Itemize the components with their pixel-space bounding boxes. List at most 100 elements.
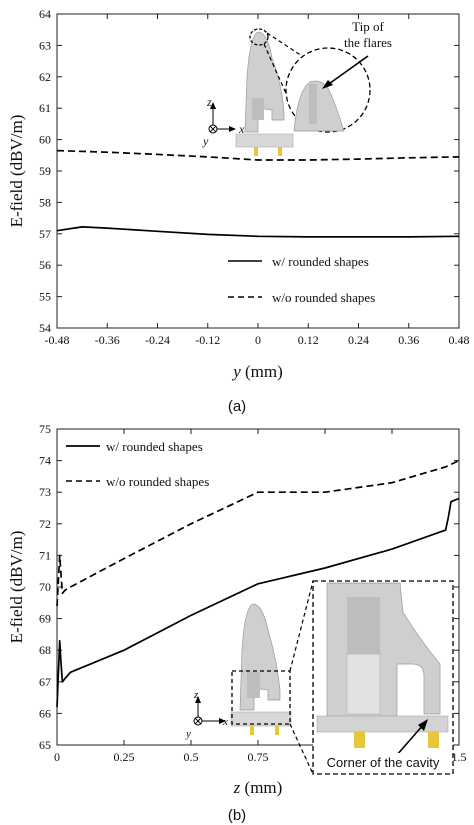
y-tick-label-a: 59 [39,164,51,178]
x-tick-label-a: 0.48 [449,333,470,347]
x-tick-label-b: 0.25 [114,750,135,764]
y-tick-label-a: 62 [39,70,51,84]
y-tick-label-b: 73 [39,485,51,499]
legend-label-dashed-b: w/o rounded shapes [106,474,209,489]
annotation-arrowhead-b [418,719,428,731]
y-tick-label-b: 70 [39,580,51,594]
zoom-line-1-a [266,32,306,59]
zoomed-tip-core [309,84,317,124]
y-tick-label-a: 60 [39,133,51,147]
legend-b: w/ rounded shapes w/o rounded shapes [66,439,209,489]
legend-label-solid-b: w/ rounded shapes [106,439,203,454]
triad-x-arrow-b [219,718,226,724]
x-axis-label-a: y (mm) [231,362,283,381]
series-line-without-rounded-a [56,149,460,161]
x-tick-label-b: 0 [54,750,60,764]
triad-x-label-a: x [238,122,245,136]
y-ticks-a: 54 55 56 57 58 59 60 61 62 63 64 [39,7,459,335]
y-tick-label-a: 55 [39,290,51,304]
x-tick-label-a: -0.24 [145,333,170,347]
y-tick-label-a: 64 [39,7,51,21]
x-axis-label-b: z (mm) [233,778,283,797]
zoom-line-1-b [289,580,314,672]
zoomed-pin-right [428,732,439,748]
y-ticks-b: 65 66 67 68 69 70 71 72 73 74 75 [39,422,459,752]
zoomed-base [316,715,449,733]
y-tick-label-b: 66 [39,706,51,720]
zoom-line-2-a [263,43,289,99]
annotation-arrow-a [325,55,369,87]
panel-label-a: (a) [228,398,246,415]
legend-label-solid-a: w/ rounded shapes [272,254,369,269]
y-tick-label-b: 65 [39,738,51,752]
zoomed-cavity-core [347,597,380,654]
triad-z-label-b: z [193,689,199,701]
annotation-cavity-label: Corner of the cavity [327,755,440,770]
inset-antenna-a: Tip of the flares z x y [202,19,392,156]
triad-origin-x2-a [209,125,217,133]
x-tick-label-b: 1.5 [452,750,467,764]
triad-origin-x2-b [194,717,202,725]
pin-right-a [278,147,282,156]
y-tick-label-a: 63 [39,38,51,52]
y-tick-label-a: 58 [39,195,51,209]
triad-z-label-a: z [206,95,212,109]
triad-y-label-a: y [202,134,209,148]
series-group-a [56,149,460,238]
antenna-core-a [252,98,264,120]
series-line-with-rounded-a [56,226,460,238]
annotation-arrowhead-a [322,80,333,89]
triad-x-label-b: x [222,716,228,728]
zoomed-pin-left [354,732,365,748]
y-tick-label-b: 71 [39,548,51,562]
y-tick-label-b: 72 [39,517,51,531]
annotation-tip-line1: Tip of [352,19,384,34]
cavity-highlight-box [231,670,291,725]
annotation-bg-b [318,753,448,771]
series-line-without-rounded-b [56,459,460,607]
zoomed-cavity-slot [346,653,381,715]
annotation-arrow-b [395,723,425,757]
annotation-tip-line2: the flares [344,35,392,50]
triad-x-arrow-a [229,126,236,132]
y-tick-label-a: 57 [39,227,51,241]
x-tick-label-a: 0.12 [298,333,319,347]
inset-antenna-b: Corner of the cavity z x y [185,580,454,775]
y-tick-label-b: 75 [39,422,51,436]
antenna-base-a [235,133,294,148]
y-tick-label-b: 74 [39,454,51,468]
panel-label-b: (b) [228,807,246,824]
x-tick-label-a: 0.36 [398,333,419,347]
antenna-core-b [247,672,260,698]
legend-label-dashed-a: w/o rounded shapes [272,290,375,305]
triad-z-arrow-b [195,696,201,703]
y-axis-label-a: E-field (dBV/m) [7,115,26,228]
triad-y-label-b: y [185,728,191,740]
y-tick-label-a: 54 [39,321,51,335]
pin-left-b [250,726,254,735]
pin-right-b [275,726,279,735]
zoom-line-2-b [289,723,314,775]
series-line-with-rounded-b [56,497,460,708]
x-tick-label-a: -0.48 [45,333,70,347]
x-tick-label-a: 0.24 [348,333,369,347]
antenna-base-b [230,711,292,727]
triad-z-arrow-a [210,102,216,109]
y-tick-label-b: 68 [39,643,51,657]
x-ticks-a: -0.48 -0.36 -0.24 -0.12 0 0.12 0.24 0.36 0.48 [45,14,470,347]
y-axis-label-b: E-field (dBV/m) [7,531,26,644]
x-tick-label-b: 0.5 [184,750,199,764]
x-tick-label-b: 0.75 [248,750,269,764]
series-group-b [56,459,460,708]
tip-highlight-ellipse [249,28,269,46]
y-tick-label-b: 67 [39,675,51,689]
zoomed-tip-shape [293,80,345,132]
y-tick-label-a: 56 [39,258,51,272]
y-tick-label-b: 69 [39,612,51,626]
x-tick-label-a: 0 [255,333,261,347]
legend-a: w/ rounded shapes w/o rounded shapes [228,254,375,305]
x-tick-label-a: -0.36 [95,333,120,347]
